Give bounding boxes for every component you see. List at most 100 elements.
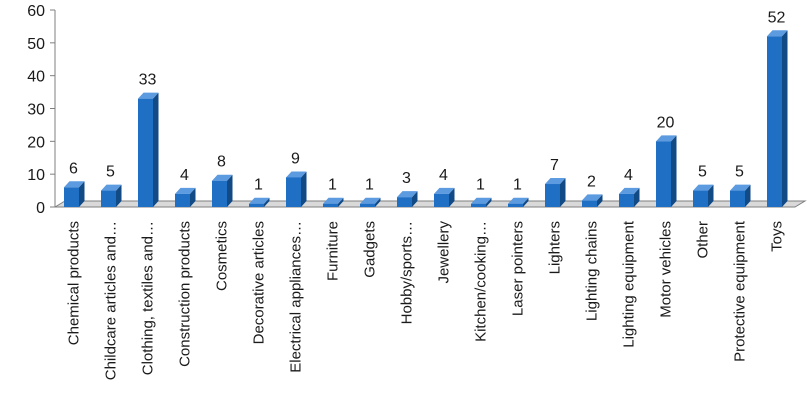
- bar-side-face: [375, 197, 381, 207]
- bar-front-face: [101, 190, 116, 207]
- category-label: Toys: [769, 221, 786, 252]
- bar-side-face: [782, 30, 788, 208]
- bar-side-face: [338, 197, 344, 207]
- bar-front-face: [471, 203, 486, 207]
- bar-front-face: [286, 177, 301, 207]
- data-label: 8: [217, 154, 226, 171]
- bar-11: [434, 187, 455, 207]
- bar-top-face: [397, 191, 418, 198]
- data-label: 20: [657, 114, 675, 131]
- bar-side-face: [560, 178, 566, 207]
- bar-6: [249, 197, 270, 207]
- data-label: 7: [550, 157, 559, 174]
- bar-2: [101, 184, 122, 207]
- bar-top-face: [471, 197, 492, 204]
- bar-15: [582, 194, 603, 207]
- bar-top-face: [175, 187, 196, 194]
- bar-top-face: [545, 178, 566, 185]
- data-label: 4: [439, 167, 448, 184]
- bar-19: [730, 184, 751, 207]
- bar-side-face: [153, 92, 159, 207]
- bar-top-face: [730, 184, 751, 191]
- bar-side-face: [116, 184, 122, 207]
- category-label: Childcare articles and…: [103, 221, 120, 380]
- bar-side-face: [671, 135, 677, 207]
- y-tick-label: 10: [27, 167, 45, 184]
- bar-top-face: [64, 181, 85, 188]
- data-label: 5: [735, 164, 744, 181]
- category-label: Motor vehicles: [658, 221, 675, 318]
- bar-side-face: [227, 174, 233, 207]
- data-label: 1: [254, 177, 263, 194]
- bar-20: [767, 30, 788, 208]
- data-label: 4: [180, 167, 189, 184]
- bar-side-face: [79, 181, 85, 207]
- bar-10: [397, 191, 418, 207]
- bar-front-face: [138, 98, 153, 207]
- bar-top-face: [619, 187, 640, 194]
- bar-side-face: [597, 194, 603, 207]
- bar-14: [545, 178, 566, 207]
- category-label: Lighters: [547, 221, 564, 274]
- category-label: Other: [695, 221, 712, 259]
- category-label: Chemical products: [66, 221, 83, 345]
- bar-top-face: [212, 174, 233, 181]
- bar-top-face: [693, 184, 714, 191]
- chart-floor: [53, 200, 807, 208]
- bar-top-face: [286, 171, 307, 178]
- bar-front-face: [730, 190, 745, 207]
- bar-front-face: [360, 203, 375, 207]
- y-tick-label: 50: [27, 36, 45, 53]
- category-label: Clothing, textiles and…: [140, 221, 157, 375]
- bar-side-face: [301, 171, 307, 207]
- bar-front-face: [249, 203, 264, 207]
- bar-front-face: [175, 193, 190, 207]
- bar-side-face: [190, 187, 196, 207]
- bar-top-face: [767, 30, 788, 37]
- bar-front-face: [619, 193, 634, 207]
- data-label: 5: [106, 164, 115, 181]
- bar-side-face: [523, 197, 529, 207]
- bar-front-face: [582, 200, 597, 207]
- category-label: Gadgets: [362, 221, 379, 278]
- data-label: 5: [698, 164, 707, 181]
- category-label: Decorative articles: [251, 221, 268, 344]
- bar-front-face: [323, 203, 338, 207]
- bar-front-face: [508, 203, 523, 207]
- bar-side-face: [486, 197, 492, 207]
- bar-8: [323, 197, 344, 207]
- bar-7: [286, 171, 307, 207]
- data-label: 3: [402, 170, 411, 187]
- data-label: 1: [328, 177, 337, 194]
- bar-18: [693, 184, 714, 207]
- bar-9: [360, 197, 381, 207]
- bar-13: [508, 197, 529, 207]
- bar-1: [64, 181, 85, 207]
- bar-top-face: [360, 197, 381, 204]
- data-label: 6: [69, 160, 78, 177]
- category-label: Jewellery: [436, 221, 453, 284]
- bar-top-face: [582, 194, 603, 201]
- bar-front-face: [545, 184, 560, 207]
- bar-top-face: [656, 135, 677, 142]
- bar-side-face: [634, 187, 640, 207]
- category-label: Kitchen/cooking…: [473, 221, 490, 342]
- data-label: 52: [768, 9, 786, 26]
- y-tick-label: 30: [27, 102, 45, 119]
- data-label: 9: [291, 150, 300, 167]
- bar-top-face: [434, 187, 455, 194]
- category-label: Construction products: [177, 221, 194, 367]
- bar-12: [471, 197, 492, 207]
- data-label: 4: [624, 167, 633, 184]
- bar-top-face: [138, 92, 159, 99]
- category-label: Hobby/sports…: [399, 221, 416, 324]
- bar-17: [656, 135, 677, 207]
- data-label: 33: [139, 72, 157, 89]
- bar-front-face: [693, 190, 708, 207]
- category-label: Laser pointers: [510, 221, 527, 316]
- category-label: Furniture: [325, 221, 342, 281]
- bar-5: [212, 174, 233, 207]
- category-label: Electrical appliances…: [288, 221, 305, 373]
